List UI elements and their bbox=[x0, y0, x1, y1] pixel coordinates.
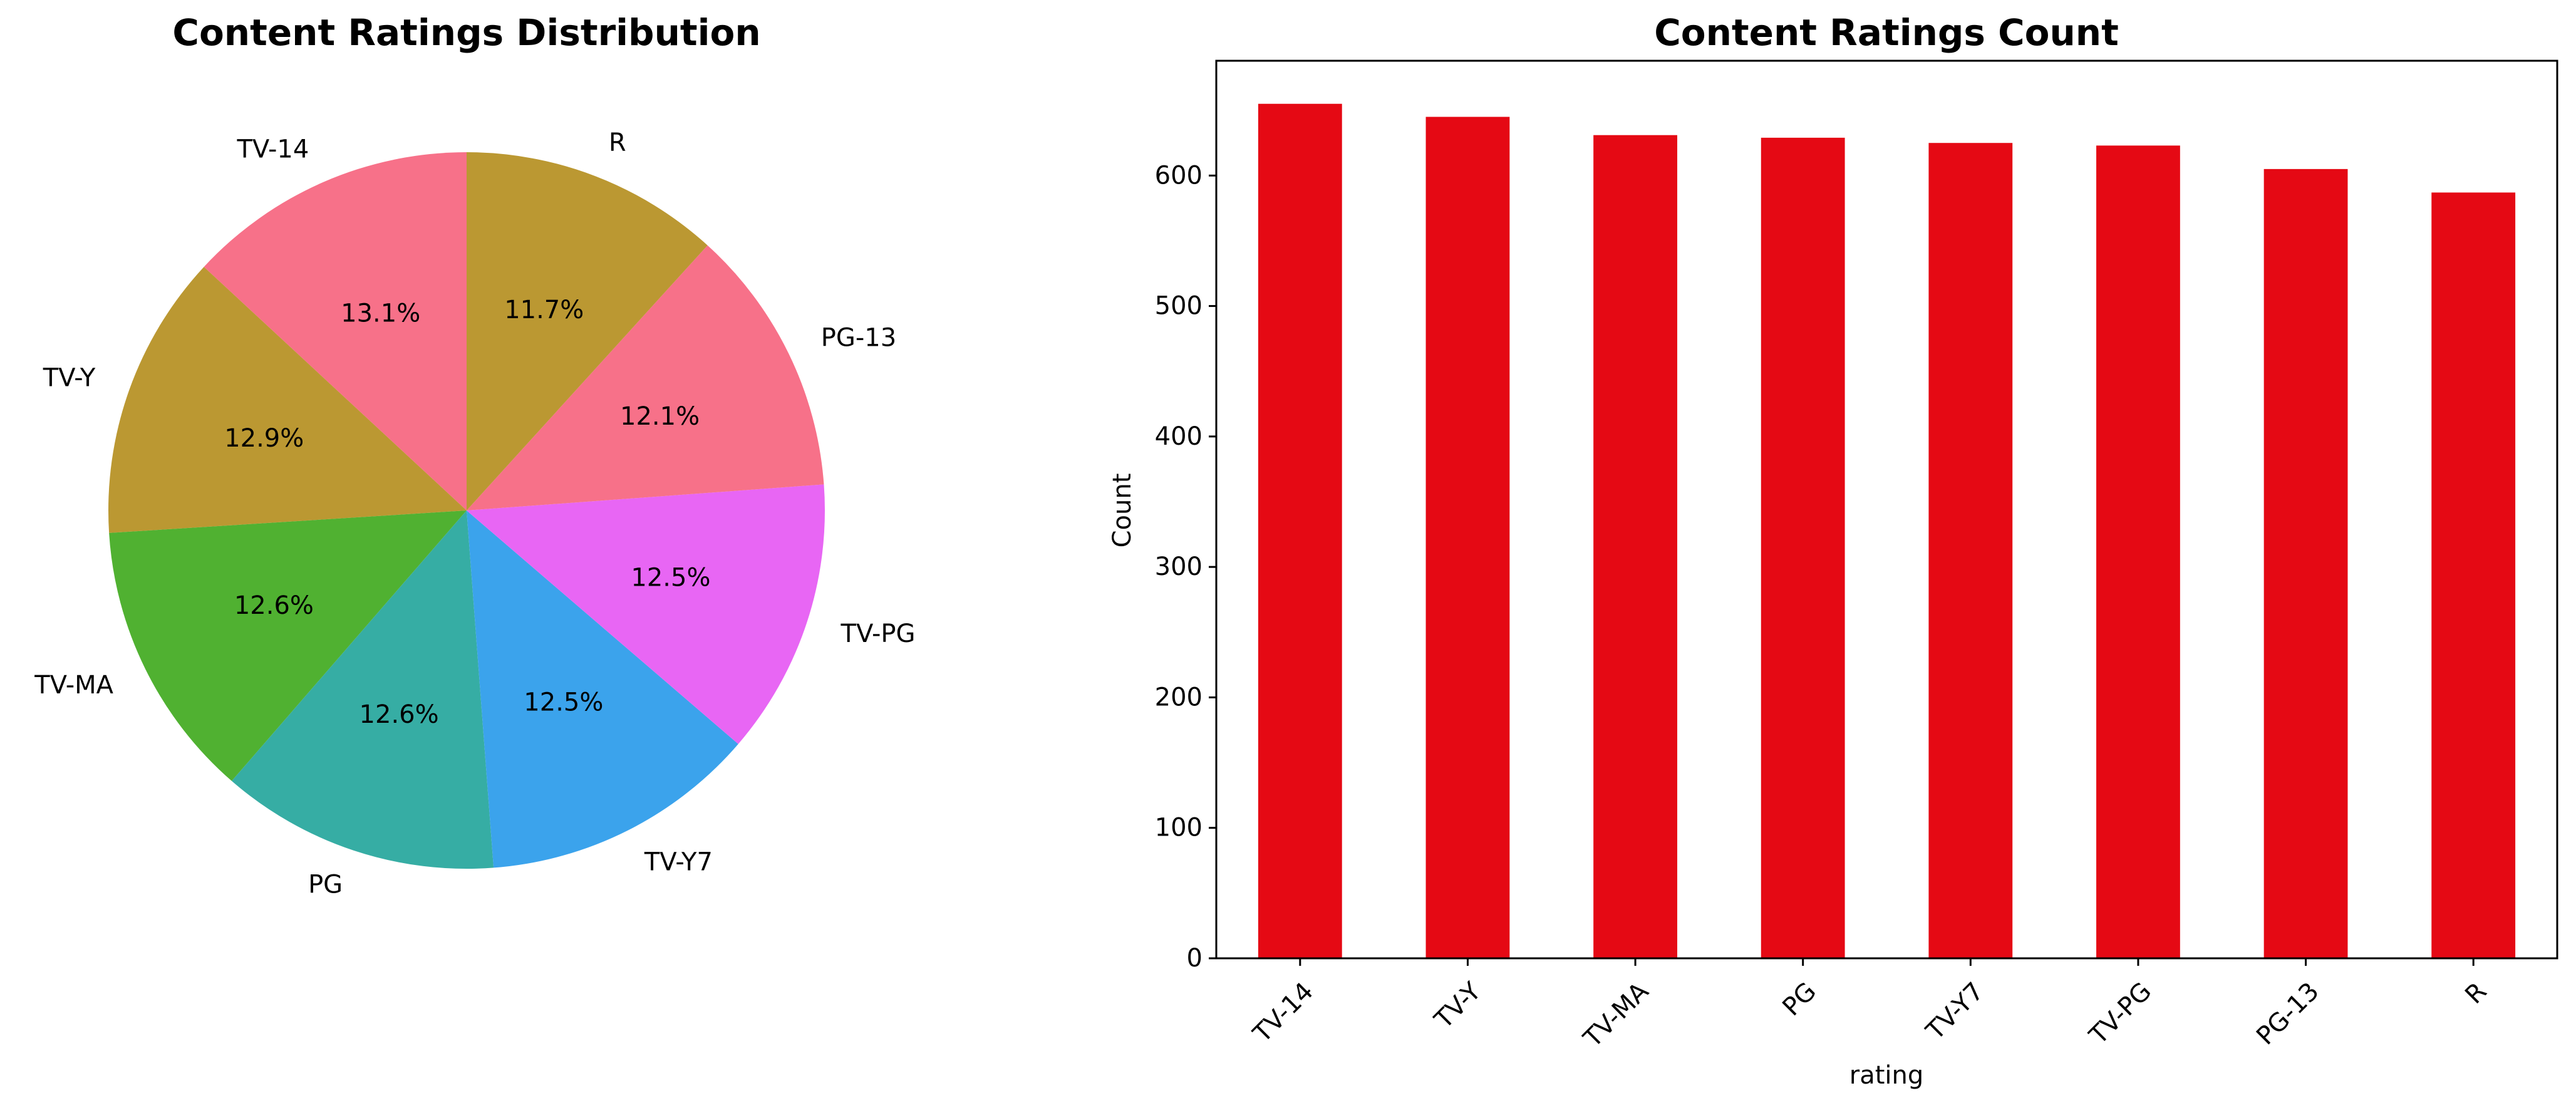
bar-chart-x-axis-label: rating bbox=[1849, 1061, 1924, 1090]
pie-category-label: TV-Y bbox=[43, 364, 96, 393]
bar-series bbox=[1258, 103, 2516, 959]
x-tick-label: PG-13 bbox=[2251, 977, 2325, 1051]
pie-percent-label: 11.7% bbox=[504, 296, 584, 324]
y-tick-label: 0 bbox=[1187, 944, 1203, 973]
y-tick-label: 200 bbox=[1155, 683, 1203, 712]
bar-plot-frame bbox=[1215, 60, 2558, 960]
pie-percent-label: 12.5% bbox=[524, 688, 603, 717]
bar-pg-13 bbox=[2263, 168, 2348, 958]
bar-chart: Content Ratings Count rating Count 0 100 2… bbox=[1108, 11, 2558, 1090]
x-tick-label: TV-MA bbox=[1578, 976, 1655, 1054]
bar-tv-y bbox=[1425, 116, 1510, 958]
pie-wedges bbox=[108, 152, 825, 869]
pie-slice-tv-pg bbox=[467, 484, 825, 744]
bar-tv-ma bbox=[1593, 135, 1677, 959]
pie-percent-label: 12.6% bbox=[360, 700, 439, 729]
pie-category-label: TV-14 bbox=[237, 135, 309, 163]
y-tick-label: 300 bbox=[1155, 552, 1203, 581]
pie-chart-title: Content Ratings Distribution bbox=[172, 11, 760, 54]
y-tick-label: 500 bbox=[1155, 292, 1203, 321]
pie-slice-tv-y bbox=[108, 267, 467, 533]
x-tick-label: TV-PG bbox=[2084, 977, 2157, 1050]
pie-slice-r bbox=[467, 152, 708, 510]
pie-category-label: TV-PG bbox=[841, 619, 916, 648]
bar-tv-14 bbox=[1258, 103, 1342, 959]
y-tick-label: 600 bbox=[1155, 161, 1203, 190]
pie-chart: Content Ratings Distribution TV-1413.1%T… bbox=[34, 11, 915, 899]
y-tick-label: 100 bbox=[1155, 814, 1203, 842]
bar-tv-pg bbox=[2096, 145, 2180, 958]
pie-slice-tv-14 bbox=[204, 152, 467, 510]
x-tick-label: R bbox=[2460, 977, 2492, 1010]
y-tick-label: 400 bbox=[1155, 422, 1203, 451]
pie-category-label: R bbox=[609, 128, 626, 157]
bar-chart-title: Content Ratings Count bbox=[1654, 11, 2119, 54]
bar-pg bbox=[1761, 137, 1845, 958]
x-tick-label: TV-Y7 bbox=[1920, 977, 1989, 1046]
pie-labels: TV-14 13.1% TV-Y 12.9% TV-MA 12.6% PG 12.6% TV-Y… bbox=[34, 128, 915, 899]
pie-category-label: TV-Y7 bbox=[644, 848, 713, 877]
pie-percent-label: 12.9% bbox=[224, 424, 304, 453]
pie-percent-label: 12.5% bbox=[631, 563, 710, 592]
bar-tv-y7 bbox=[1928, 143, 2013, 959]
pie-slice-pg bbox=[231, 510, 494, 869]
x-tick-label: TV-14 bbox=[1248, 977, 1319, 1048]
pie-percent-label: 12.6% bbox=[234, 591, 314, 620]
pie-slice-pg-13 bbox=[467, 245, 824, 510]
x-tick-label: TV-Y bbox=[1429, 976, 1487, 1035]
x-tick-label: PG bbox=[1777, 977, 1822, 1022]
bar-chart-y-axis-label: Count bbox=[1108, 474, 1137, 548]
pie-slice-tv-y7 bbox=[467, 510, 738, 868]
bar-r bbox=[2431, 192, 2516, 958]
pie-slice-tv-ma bbox=[109, 510, 467, 781]
pie-category-label: PG bbox=[308, 870, 343, 899]
pie-percent-label: 13.1% bbox=[341, 299, 420, 328]
pie-percent-label: 12.1% bbox=[620, 402, 700, 431]
pie-category-label: TV-MA bbox=[34, 671, 113, 700]
pie-category-label: PG-13 bbox=[821, 324, 896, 353]
